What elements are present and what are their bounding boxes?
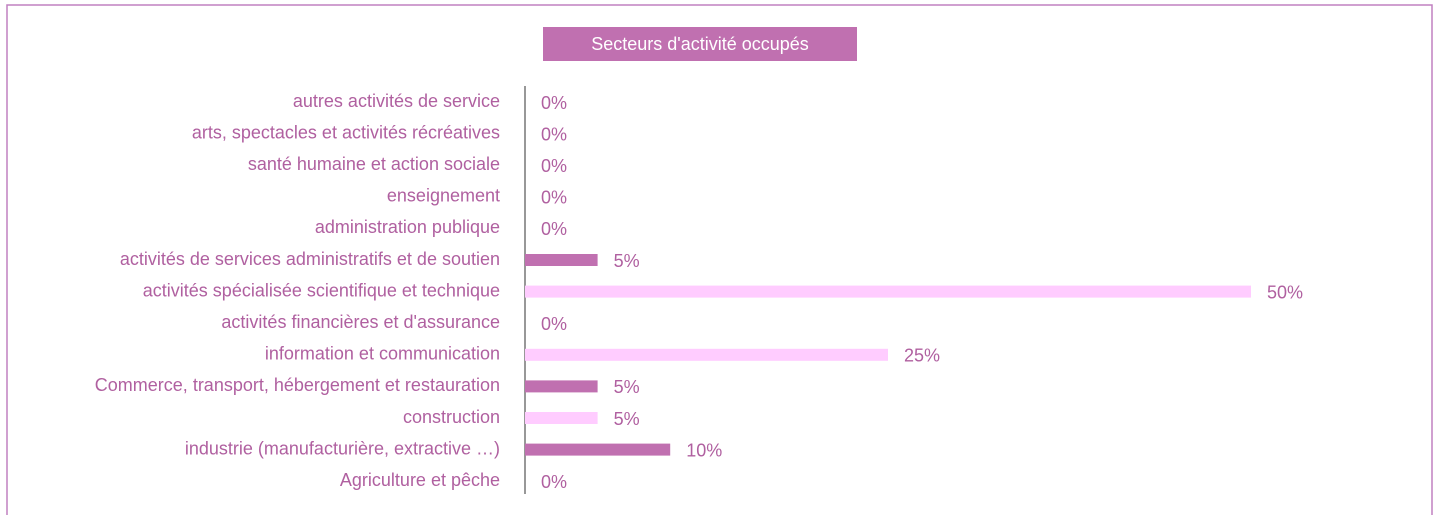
category-label: Commerce, transport, hébergement et rest… [95, 375, 500, 395]
value-label: 0% [541, 156, 567, 176]
value-label: 0% [541, 314, 567, 334]
value-label: 5% [614, 409, 640, 429]
value-label: 0% [541, 188, 567, 208]
category-label: administration publique [315, 217, 500, 237]
category-label: activités financières et d'assurance [221, 312, 500, 332]
bar [525, 285, 1251, 298]
category-label: enseignement [387, 186, 500, 206]
value-label: 0% [541, 472, 567, 492]
value-label: 10% [686, 440, 722, 460]
value-label: 0% [541, 219, 567, 239]
bar [525, 348, 888, 361]
frame [6, 4, 1433, 515]
category-label: santé humaine et action sociale [248, 154, 500, 174]
bar [525, 254, 598, 266]
category-label: information et communication [265, 344, 500, 364]
value-label: 0% [541, 124, 567, 144]
value-label: 50% [1267, 282, 1303, 302]
bar [525, 412, 598, 424]
category-label: industrie (manufacturière, extractive …) [185, 438, 500, 458]
bar [525, 380, 598, 393]
category-label: activités spécialisée scientifique et te… [143, 280, 500, 300]
value-label: 5% [614, 251, 640, 271]
category-label: activités de services administratifs et … [120, 249, 500, 269]
chart-title: Secteurs d'activité occupés [591, 34, 809, 54]
category-label: autres activités de service [293, 91, 500, 111]
category-label: construction [403, 407, 500, 427]
bar [525, 443, 671, 456]
value-label: 25% [904, 346, 940, 366]
category-label: Agriculture et pêche [340, 470, 500, 490]
value-label: 0% [541, 93, 567, 113]
title-box [543, 27, 857, 61]
value-label: 5% [614, 377, 640, 397]
category-label: arts, spectacles et activités récréative… [192, 122, 500, 142]
